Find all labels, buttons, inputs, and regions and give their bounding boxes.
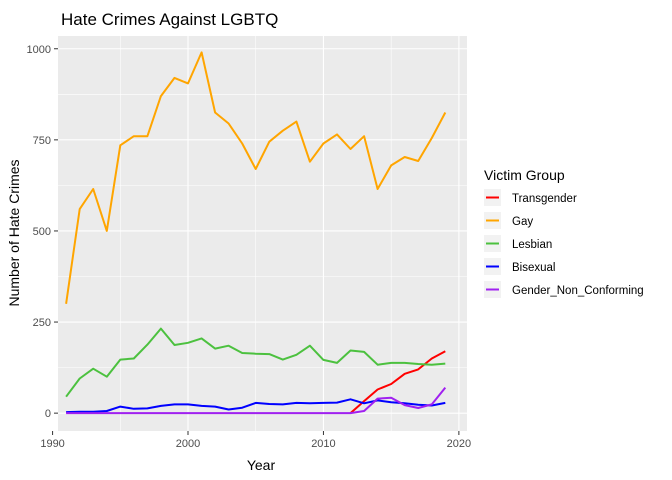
y-axis-title: Number of Hate Crimes [6,159,22,306]
legend-label-gender-non-conforming: Gender_Non_Conforming [512,285,644,297]
legend-label-gay: Gay [512,216,533,228]
x-tick-label: 2000 [176,438,200,450]
y-tick-labels: 0 250 500 750 1000 [27,44,51,420]
x-axis-title: Year [247,457,276,473]
series-line-lesbian [65,327,446,398]
minor-gridlines [58,36,467,431]
chart-title: Hate Crimes Against LGBTQ [61,10,278,29]
legend-label-lesbian: Lesbian [512,239,552,251]
x-tick-labels: 1990 2000 2010 2020 [40,438,471,450]
legend-label-transgender: Transgender [512,193,577,205]
plot-panel [58,36,467,431]
series-line-transgender [349,350,446,414]
series-lines [65,51,447,415]
legend-title: Victim Group [484,167,565,183]
series-line-bisexual [66,398,446,414]
y-tick-label: 250 [33,317,51,329]
x-tick-label: 2010 [311,438,335,450]
y-tick-label: 750 [33,135,51,147]
legend-items: Transgender Gay Lesbian Bisexual Gender_Non_… [484,189,644,298]
axis-ticks [52,48,460,435]
legend-label-bisexual: Bisexual [512,262,555,274]
series-line-gender-non-conforming [66,386,447,415]
y-tick-label: 0 [45,408,51,420]
series-line-gay [65,51,447,304]
x-tick-label: 2020 [447,438,471,450]
legend: Victim Group Transgender Gay Lesbian Bisexu… [484,167,644,298]
y-tick-label: 500 [33,226,51,238]
x-tick-label: 1990 [40,438,64,450]
y-tick-label: 1000 [27,44,51,56]
